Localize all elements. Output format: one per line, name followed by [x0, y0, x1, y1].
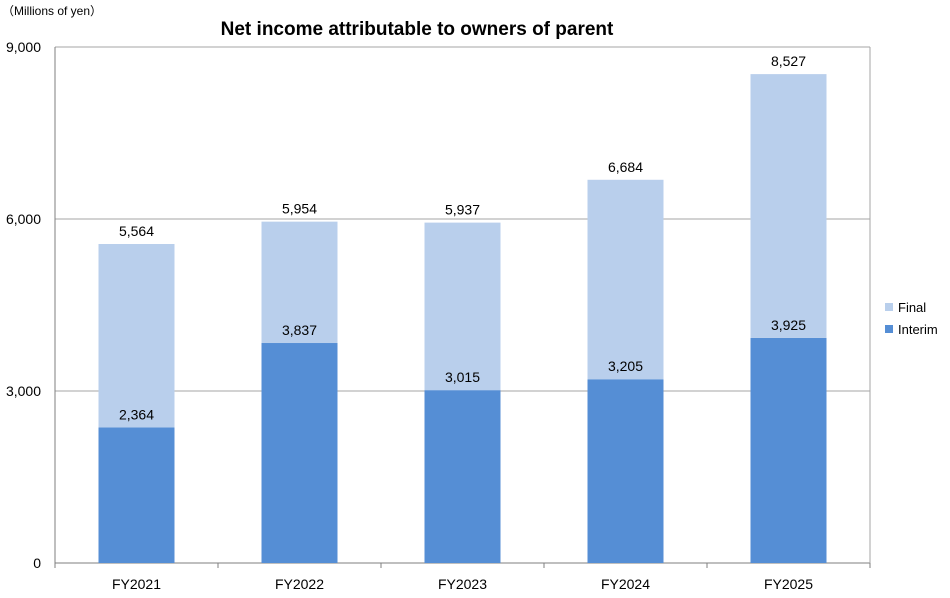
x-tick-label: FY2022 — [275, 576, 324, 592]
data-label-total: 8,527 — [771, 53, 806, 69]
y-tick-label: 9,000 — [6, 39, 41, 55]
bar-interim — [424, 390, 501, 563]
bar-final — [424, 222, 501, 391]
x-tick-label: FY2025 — [764, 576, 813, 592]
data-label-interim: 3,925 — [771, 317, 806, 333]
bar-interim — [261, 343, 338, 563]
bar-final — [98, 243, 175, 428]
data-label-interim: 2,364 — [119, 406, 154, 422]
data-label-interim: 3,837 — [282, 322, 317, 338]
x-tick-label: FY2021 — [112, 576, 161, 592]
data-label-interim: 3,205 — [608, 358, 643, 374]
y-tick-label: 0 — [33, 555, 41, 571]
data-label-total: 5,937 — [445, 202, 480, 218]
data-label-interim: 3,015 — [445, 369, 480, 385]
bar-final — [261, 221, 338, 344]
data-label-total: 5,564 — [119, 223, 154, 239]
chart-title: Net income attributable to owners of par… — [220, 19, 614, 40]
legend: Final Interim — [885, 296, 938, 340]
y-tick-label: 6,000 — [6, 211, 41, 227]
legend-label-interim: Interim — [898, 321, 938, 337]
data-label-total: 6,684 — [608, 159, 643, 175]
legend-swatch-final — [885, 303, 893, 311]
legend-item-final: Final — [885, 296, 938, 318]
bar-interim — [587, 379, 664, 563]
x-tick-label: FY2023 — [438, 576, 487, 592]
legend-item-interim: Interim — [885, 318, 938, 340]
unit-label: （Millions of yen） — [2, 4, 103, 18]
bar-interim — [98, 427, 175, 563]
y-tick-label: 3,000 — [6, 383, 41, 399]
legend-label-final: Final — [898, 299, 927, 315]
bar-final — [750, 74, 827, 338]
data-label-total: 5,954 — [282, 201, 317, 217]
bar-interim — [750, 337, 827, 563]
bar-final — [587, 179, 664, 380]
x-tick-label: FY2024 — [601, 576, 650, 592]
legend-swatch-interim — [885, 325, 893, 333]
